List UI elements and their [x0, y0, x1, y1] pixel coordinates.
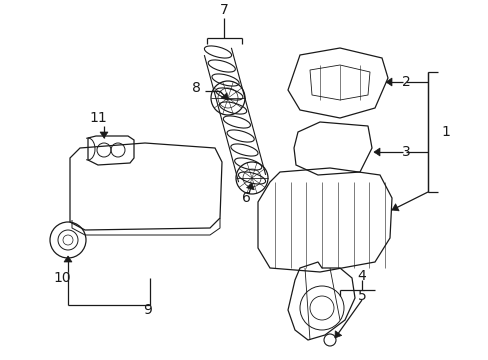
Polygon shape [64, 256, 72, 262]
Polygon shape [385, 78, 391, 86]
Text: 1: 1 [441, 125, 449, 139]
Text: 9: 9 [143, 303, 152, 317]
Polygon shape [334, 331, 341, 338]
Polygon shape [246, 183, 254, 190]
Polygon shape [100, 132, 108, 138]
Polygon shape [373, 148, 379, 156]
Text: 7: 7 [219, 3, 228, 17]
Polygon shape [221, 93, 227, 100]
Text: 4: 4 [357, 269, 366, 283]
Text: 5: 5 [357, 289, 366, 303]
Polygon shape [391, 204, 398, 211]
Text: 2: 2 [401, 75, 409, 89]
Text: 3: 3 [401, 145, 409, 159]
Text: 11: 11 [89, 111, 107, 125]
Text: 6: 6 [241, 191, 250, 205]
Text: 8: 8 [191, 81, 200, 95]
Text: 10: 10 [53, 271, 71, 285]
